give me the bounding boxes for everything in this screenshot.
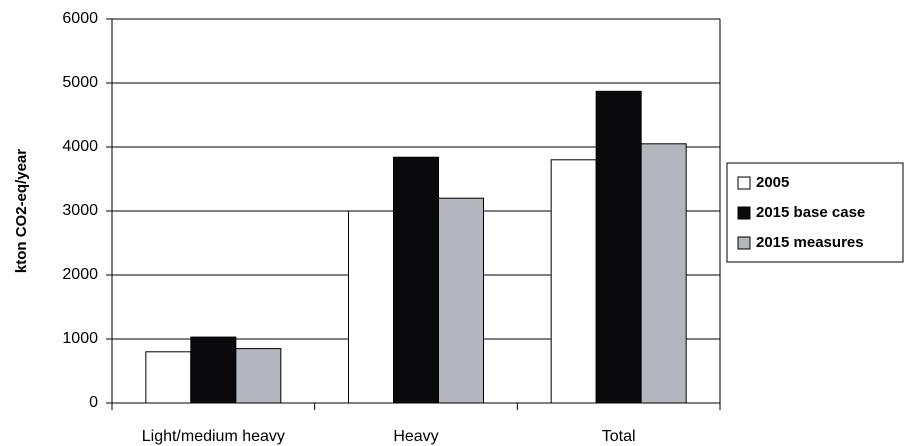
legend-swatch	[737, 176, 751, 190]
legend: 2005 2015 base case 2015 measures	[726, 162, 904, 263]
x-tick-label: Heavy	[393, 428, 438, 445]
y-tick-label: 2000	[62, 266, 98, 283]
legend-swatch	[737, 206, 751, 220]
legend-swatch	[737, 236, 751, 250]
x-tick-label: Light/medium heavy	[142, 428, 285, 445]
y-tick-label: 1000	[62, 330, 98, 347]
legend-label: 2015 base case	[756, 204, 865, 221]
legend-label: 2005	[756, 174, 789, 191]
y-tick-label: 3000	[62, 202, 98, 219]
bar	[438, 197, 484, 404]
bar	[393, 156, 439, 404]
y-tick-label: 0	[89, 394, 98, 411]
bar	[348, 210, 394, 404]
bar	[550, 159, 597, 404]
bar	[595, 90, 642, 404]
bar	[235, 348, 282, 404]
bar	[145, 351, 192, 404]
y-axis-label: kton CO2-eq/year	[13, 149, 30, 273]
y-tick-label: 4000	[62, 138, 98, 155]
legend-label: 2015 measures	[756, 234, 864, 251]
y-tick-label: 6000	[62, 10, 98, 27]
bar	[640, 143, 687, 404]
bar	[190, 336, 237, 404]
x-tick-label: Total	[602, 428, 636, 445]
y-tick-label: 5000	[62, 74, 98, 91]
legend-box	[726, 162, 904, 263]
